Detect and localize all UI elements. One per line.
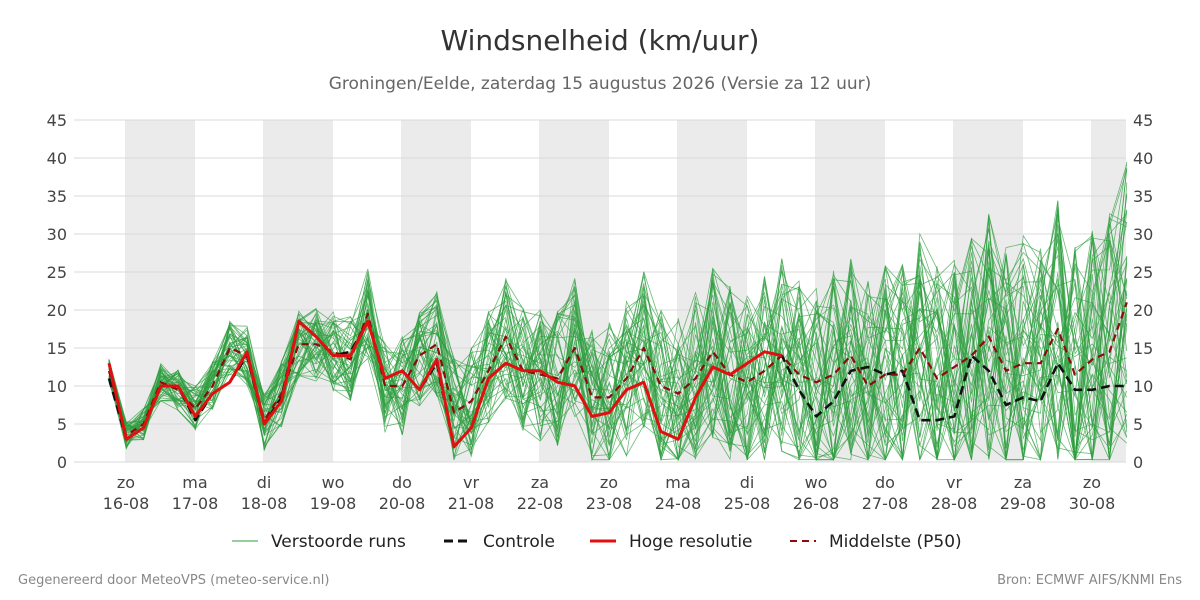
x-tick-date: 17-08 xyxy=(172,494,219,513)
y-tick-label-left: 10 xyxy=(47,377,67,396)
footer-generated-by: Gegenereerd door MeteoVPS (meteo-service… xyxy=(18,573,329,588)
x-tick-day: di xyxy=(257,473,272,492)
x-tick-date: 16-08 xyxy=(103,494,150,513)
ensemble-run-line xyxy=(108,229,1128,460)
x-tick-date: 29-08 xyxy=(1000,494,1047,513)
y-tick-label-right: 5 xyxy=(1133,415,1143,434)
legend-item-ensemble[interactable]: Verstoorde runs xyxy=(232,532,406,552)
ensemble-run-line xyxy=(108,169,1128,460)
y-tick-label-right: 35 xyxy=(1133,187,1153,206)
ensemble-run-line xyxy=(108,272,1128,461)
ensemble-run-line xyxy=(108,182,1128,461)
ensemble-run-line xyxy=(108,265,1128,462)
hires-line xyxy=(107,319,783,449)
y-tick-label-left: 20 xyxy=(47,301,67,320)
y-tick-label-left: 35 xyxy=(47,187,67,206)
x-tick-day: vr xyxy=(463,473,479,492)
x-tick-date: 28-08 xyxy=(931,494,978,513)
x-tick-day: di xyxy=(740,473,755,492)
x-tick-day: vr xyxy=(946,473,962,492)
y-tick-label-right: 25 xyxy=(1133,263,1153,282)
x-tick-day: za xyxy=(531,473,549,492)
y-tick-label-right: 40 xyxy=(1133,149,1153,168)
x-tick-day: wo xyxy=(322,473,345,492)
y-tick-label-left: 40 xyxy=(47,149,67,168)
x-tick-date: 25-08 xyxy=(724,494,771,513)
x-tick-date: 23-08 xyxy=(586,494,633,513)
x-tick-day: zo xyxy=(117,473,135,492)
ensemble-run-line xyxy=(108,230,1128,461)
y-axis-left: 0 5 10 15 20 25 30 35 40 45 xyxy=(47,111,67,472)
x-tick-date: 19-08 xyxy=(310,494,357,513)
x-tick-day: do xyxy=(875,473,895,492)
y-tick-label-right: 15 xyxy=(1133,339,1153,358)
x-tick-day: wo xyxy=(805,473,828,492)
y-tick-label-right: 10 xyxy=(1133,377,1153,396)
p50-line xyxy=(107,302,1128,437)
y-tick-label-left: 30 xyxy=(47,225,67,244)
y-tick-label-left: 5 xyxy=(57,415,67,434)
y-axis-right: 0 5 10 15 20 25 30 35 40 45 xyxy=(1133,111,1153,472)
legend-label-p50: Middelste (P50) xyxy=(829,532,962,552)
y-tick-label-left: 25 xyxy=(47,263,67,282)
y-tick-label-left: 0 xyxy=(57,453,67,472)
legend-label-ensemble: Verstoorde runs xyxy=(271,532,406,552)
legend-item-p50[interactable]: Middelste (P50) xyxy=(790,532,962,552)
day-shade-band xyxy=(401,120,471,462)
footer-source: Bron: ECMWF AIFS/KNMI Ens xyxy=(997,573,1182,588)
x-tick-date: 20-08 xyxy=(379,494,426,513)
x-tick-day: ma xyxy=(182,473,207,492)
x-tick-date: 22-08 xyxy=(517,494,564,513)
x-tick-date: 26-08 xyxy=(793,494,840,513)
legend-label-hires: Hoge resolutie xyxy=(629,532,753,552)
ensemble-run-line xyxy=(108,237,1128,461)
chart-subtitle: Groningen/Eelde, zaterdag 15 augustus 20… xyxy=(329,74,872,94)
main-series xyxy=(107,302,1128,449)
y-tick-label-left: 15 xyxy=(47,339,67,358)
legend: Verstoorde runs Controle Hoge resolutie … xyxy=(232,532,962,552)
x-tick-day: zo xyxy=(1083,473,1101,492)
y-tick-label-left: 45 xyxy=(47,111,67,130)
x-tick-day: ma xyxy=(665,473,690,492)
x-tick-date: 24-08 xyxy=(655,494,702,513)
x-tick-date: 18-08 xyxy=(241,494,288,513)
legend-item-hires[interactable]: Hoge resolutie xyxy=(590,532,753,552)
x-tick-date: 30-08 xyxy=(1069,494,1116,513)
x-tick-day: do xyxy=(392,473,412,492)
x-tick-date: 27-08 xyxy=(862,494,909,513)
chart-title: Windsnelheid (km/uur) xyxy=(441,24,760,57)
legend-label-control: Controle xyxy=(483,532,555,552)
x-tick-day: za xyxy=(1014,473,1032,492)
legend-item-control[interactable]: Controle xyxy=(444,532,555,552)
y-tick-label-right: 20 xyxy=(1133,301,1153,320)
ensemble-run-line xyxy=(108,270,1128,460)
y-tick-label-right: 0 xyxy=(1133,453,1143,472)
x-tick-day: zo xyxy=(600,473,618,492)
y-tick-label-right: 45 xyxy=(1133,111,1153,130)
x-axis: zo 16-08 ma 17-08 di 18-08 wo 19-08 do 20-08 vr 21-… xyxy=(103,473,1116,513)
y-tick-label-right: 30 xyxy=(1133,225,1153,244)
x-tick-date: 21-08 xyxy=(448,494,495,513)
